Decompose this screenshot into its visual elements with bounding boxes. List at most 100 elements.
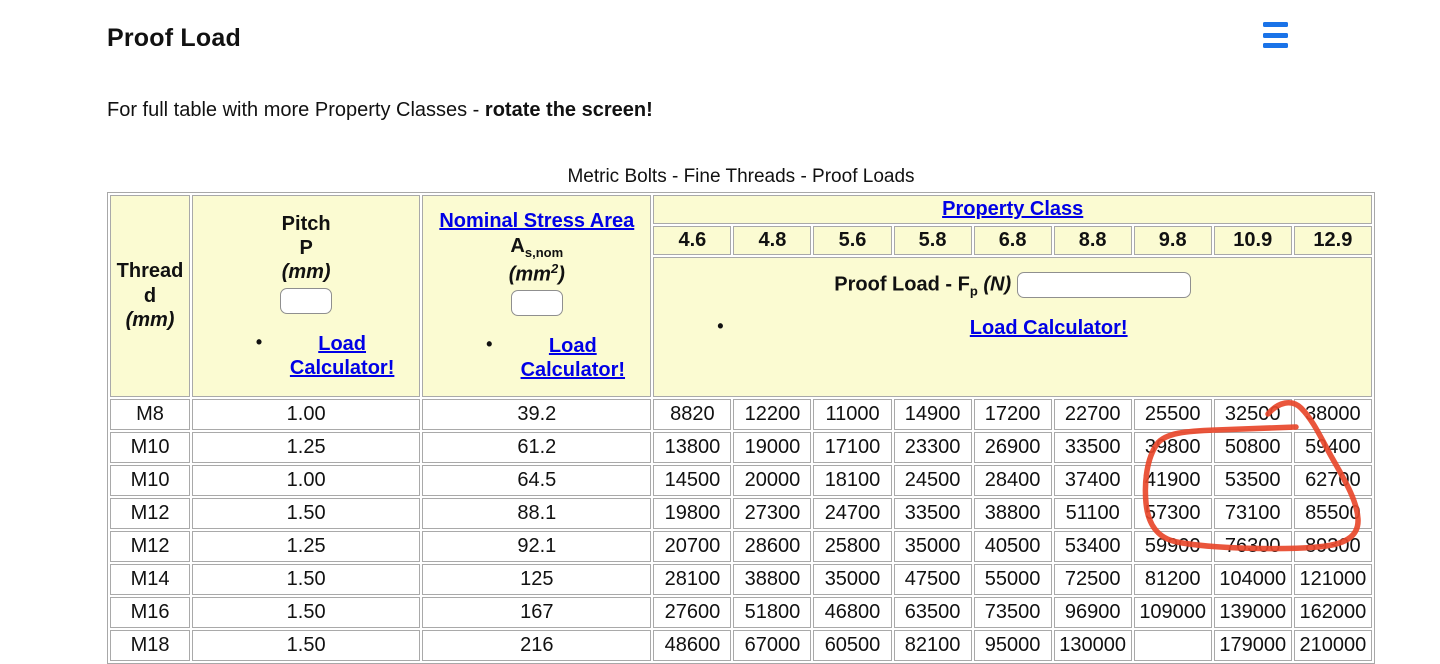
table-row: M16 1.50 167 27600 51800 46800 63500 735… [110,597,1372,628]
load-cell: 59400 [1293,432,1372,463]
class-header: 4.8 [733,226,812,255]
thread-header-symbol: d [143,284,157,307]
load-cell: 72500 [1053,564,1132,595]
class-header-row: 4.6 4.8 5.6 5.8 6.8 8.8 9.8 10.9 12.9 [110,226,1372,255]
pitch-header-symbol: P [299,236,313,259]
load-cell: 73100 [1213,498,1292,529]
load-cell: 33500 [893,498,972,529]
load-cell: 51800 [733,597,812,628]
load-cell: 11000 [813,399,892,430]
load-cell: 57300 [1133,498,1212,529]
load-cell: 13800 [653,432,732,463]
proof-load-table: Thread d (mm) Pitch P (mm) • Load Calcul… [107,192,1375,664]
area-cell: 125 [422,564,652,595]
thread-cell: M10 [110,432,191,463]
thread-cell: M10 [110,465,191,496]
load-cell: 67000 [733,630,812,661]
pitch-cell: 1.50 [192,630,421,661]
load-cell: 109000 [1133,597,1212,628]
area-input[interactable] [510,289,563,316]
load-cell: 35000 [893,531,972,562]
load-cell: 25500 [1133,399,1212,430]
load-cell: 162000 [1293,597,1372,628]
load-cell: 60500 [813,630,892,661]
load-cell: 81200 [1133,564,1212,595]
proof-load-input[interactable] [1017,272,1192,298]
class-header: 9.8 [1133,226,1212,255]
load-cell: 28100 [653,564,732,595]
load-cell: 22700 [1053,399,1132,430]
pitch-input[interactable] [280,287,333,314]
area-load-calculator-link[interactable]: Load Calculator! [520,334,626,382]
hamburger-bar [1263,43,1288,48]
load-cell: 23300 [893,432,972,463]
pitch-column-header: Pitch P (mm) • Load Calculator! [192,195,421,397]
load-cell: 46800 [813,597,892,628]
thread-cell: M16 [110,597,191,628]
load-cell: 24700 [813,498,892,529]
load-cell: 50800 [1213,432,1292,463]
load-cell: 104000 [1213,564,1292,595]
nominal-stress-area-link[interactable]: Nominal Stress Area [439,210,635,233]
area-link-row: • Load Calculator! [423,334,650,383]
table-row: M8 1.00 39.2 8820 12200 11000 14900 1720… [110,399,1372,430]
table-caption: Metric Bolts - Fine Threads - Proof Load… [567,166,915,187]
area-column-header: Nominal Stress Area As,nom (mm2) • Load … [422,195,652,397]
class-header: 8.8 [1053,226,1132,255]
load-cell: 51100 [1053,498,1132,529]
load-cell: 121000 [1293,564,1372,595]
load-cell: 18100 [813,465,892,496]
proof-load-calculator-link[interactable]: Load Calculator! [969,317,1128,340]
table-row: M10 1.25 61.2 13800 19000 17100 23300 26… [110,432,1372,463]
hamburger-menu-icon[interactable] [1263,22,1288,48]
pitch-cell: 1.50 [192,498,421,529]
load-cell [1133,630,1212,661]
load-cell: 37400 [1053,465,1132,496]
load-cell: 55000 [973,564,1052,595]
area-cell: 167 [422,597,652,628]
rotate-note: For full table with more Property Classe… [107,99,1375,122]
pitch-cell: 1.25 [192,531,421,562]
thread-header-unit: (mm) [125,309,175,332]
property-class-link[interactable]: Property Class [942,198,1084,220]
load-cell: 63500 [893,597,972,628]
load-cell: 76300 [1213,531,1292,562]
pitch-load-calculator-link[interactable]: Load Calculator! [289,332,395,380]
load-cell: 14900 [893,399,972,430]
class-header: 12.9 [1293,226,1372,255]
load-cell: 38800 [733,564,812,595]
load-cell: 8820 [653,399,732,430]
load-cell: 19800 [653,498,732,529]
area-header-unit: (mm2) [508,260,565,286]
load-cell: 48600 [653,630,732,661]
load-cell: 73500 [973,597,1052,628]
table-row: M12 1.25 92.1 20700 28600 25800 35000 40… [110,531,1372,562]
load-cell: 53400 [1053,531,1132,562]
load-cell: 41900 [1133,465,1212,496]
pitch-link-row: • Load Calculator! [193,332,419,381]
load-cell: 95000 [973,630,1052,661]
hamburger-bar [1263,32,1288,38]
page-content: Proof Load For full table with more Prop… [107,0,1375,664]
load-cell: 59900 [1133,531,1212,562]
load-cell: 32500 [1213,399,1292,430]
list-bullet: • [717,316,724,337]
load-cell: 62700 [1293,465,1372,496]
load-cell: 20700 [653,531,732,562]
load-cell: 26900 [973,432,1052,463]
load-cell: 33500 [1053,432,1132,463]
area-cell: 61.2 [422,432,652,463]
area-cell: 88.1 [422,498,652,529]
load-cell: 19000 [733,432,812,463]
class-header: 5.8 [893,226,972,255]
thread-cell: M14 [110,564,191,595]
table-row: M14 1.50 125 28100 38800 35000 47500 550… [110,564,1372,595]
table-row: M12 1.50 88.1 19800 27300 24700 33500 38… [110,498,1372,529]
load-cell: 53500 [1213,465,1292,496]
area-cell: 92.1 [422,531,652,562]
load-cell: 179000 [1213,630,1292,661]
proof-load-label: Proof Load - Fp (N) [654,272,1371,298]
load-cell: 82100 [893,630,972,661]
class-header: 5.6 [813,226,892,255]
load-cell: 24500 [893,465,972,496]
